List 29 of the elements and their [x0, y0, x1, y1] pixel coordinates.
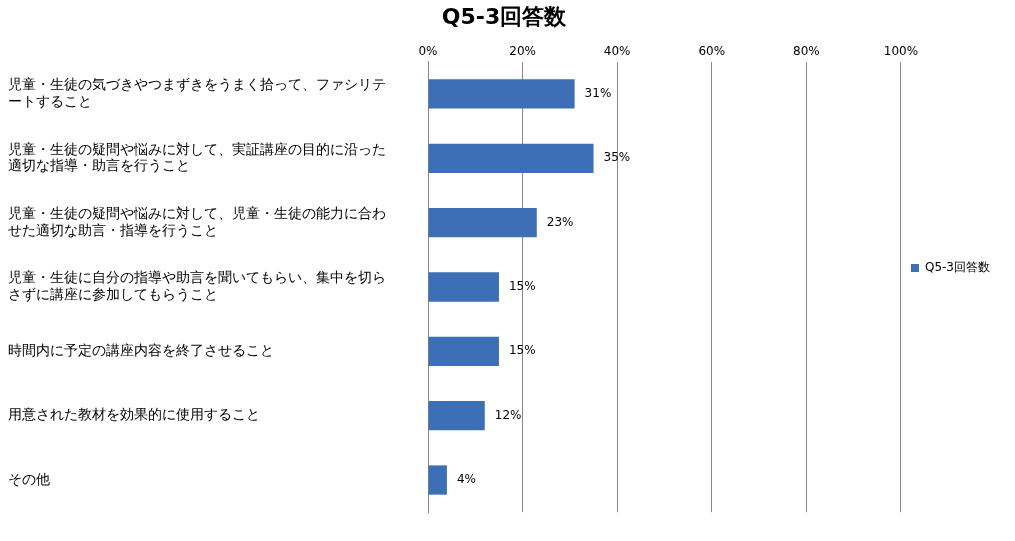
data-label: 35%: [603, 150, 631, 165]
bar: [428, 79, 575, 109]
data-label: 23%: [546, 214, 574, 229]
bar: [428, 401, 485, 431]
bar: [428, 465, 447, 495]
legend-label: Q5-3回答数: [924, 260, 990, 275]
data-label: 15%: [508, 279, 536, 294]
data-label: 4%: [456, 472, 476, 487]
data-label: 31%: [584, 86, 612, 101]
y-tick-label: 児童・生徒に自分の指導や助言を聞いてもらい、集中を切らさずに講座に参加してもらうこと: [8, 269, 386, 303]
x-tick-label: 100%: [883, 43, 919, 58]
y-tick-label: その他: [8, 470, 50, 487]
bar: [428, 208, 537, 238]
x-tick-label: 60%: [698, 43, 726, 58]
bar: [428, 336, 499, 366]
data-label: 15%: [508, 343, 536, 358]
chart-title: Q5-3回答数: [441, 3, 568, 29]
x-tick-label: 80%: [793, 43, 820, 58]
y-tick-label: 用意された教材を効果的に使用すること: [8, 406, 260, 423]
bar: [428, 143, 594, 173]
x-tick-label: 40%: [603, 43, 631, 58]
y-tick-label: 時間内に予定の講座内容を終了させること: [8, 341, 274, 358]
data-label: 12%: [494, 407, 522, 422]
y-tick-label: 児童・生徒の疑問や悩みに対して、実証講座の目的に沿った適切な指導・助言を行うこと: [8, 140, 386, 174]
y-tick-label: 児童・生徒の疑問や悩みに対して、児童・生徒の能力に合わせた適切な助言・指導を行うこと: [8, 204, 386, 238]
x-tick-label: 0%: [418, 43, 438, 58]
x-tick-label: 20%: [509, 43, 536, 58]
y-tick-label: 児童・生徒の気づきやつまずきをうまく拾って、ファシリテートすること: [8, 76, 386, 110]
bar: [428, 272, 499, 302]
